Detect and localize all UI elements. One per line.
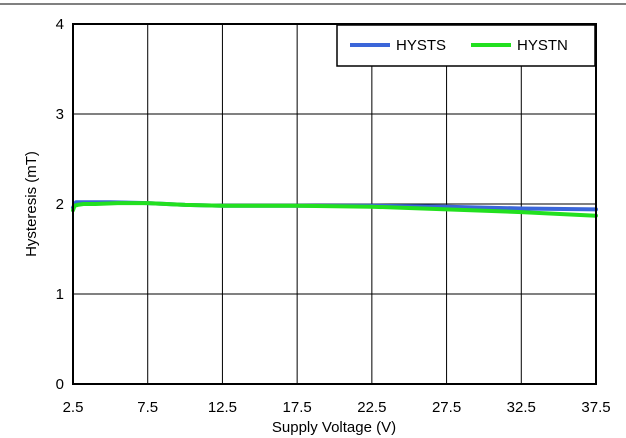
x-tick-label: 2.5 [63, 399, 84, 416]
x-tick-label: 12.5 [208, 399, 237, 416]
x-tick-label: 32.5 [507, 399, 536, 416]
series-line-hystn [71, 201, 598, 218]
x-axis-label: Supply Voltage (V) [272, 419, 396, 436]
x-tick-label: 17.5 [283, 399, 312, 416]
x-tick-label: 37.5 [581, 399, 610, 416]
legend-label-hysts: HYSTS [396, 37, 446, 54]
y-tick-label: 1 [56, 286, 64, 303]
y-tick-label: 4 [56, 16, 64, 33]
y-tick-labels: 0 1 2 3 4 [56, 16, 64, 393]
series-layer [71, 200, 598, 218]
y-tick-label: 2 [56, 196, 64, 213]
y-tick-label: 0 [56, 376, 64, 393]
x-tick-labels: 2.5 7.5 12.5 17.5 22.5 27.5 32.5 37.5 [63, 399, 611, 416]
x-tick-label: 27.5 [432, 399, 461, 416]
legend-label-hystn: HYSTN [517, 37, 568, 54]
y-tick-label: 3 [56, 106, 64, 123]
x-tick-label: 22.5 [357, 399, 386, 416]
plot-frame [72, 23, 597, 385]
x-tick-label: 7.5 [137, 399, 158, 416]
y-axis-label: Hysteresis (mT) [23, 151, 40, 257]
legend: HYSTS HYSTN [336, 24, 596, 67]
